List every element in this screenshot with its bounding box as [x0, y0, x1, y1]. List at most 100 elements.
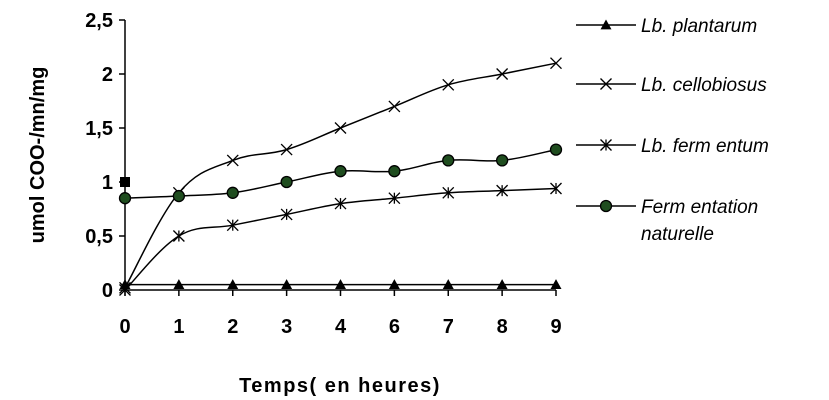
data-point-triangle	[442, 279, 454, 289]
data-point-asterisk	[119, 284, 131, 296]
series-triangle	[119, 279, 562, 289]
data-point-circle	[280, 175, 293, 189]
data-point-triangle	[550, 279, 562, 289]
data-point-triangle-shape	[335, 279, 346, 289]
data-point-x-stroke	[388, 100, 401, 113]
y-tick-label: 0	[102, 280, 113, 302]
legend-circle-marker-shape	[599, 199, 613, 213]
legend: Lb. plantarum Lb. cellobiosus Lb. ferm ent…	[576, 16, 769, 245]
annotation-square-marker	[120, 177, 130, 187]
data-point-circle-shape	[280, 175, 293, 189]
x-tick-label: 2	[227, 316, 238, 338]
data-point-x-stroke	[280, 143, 293, 156]
data-point-circle	[442, 154, 455, 167]
data-point-triangle-shape	[388, 279, 400, 289]
data-point-circle	[226, 186, 239, 199]
data-point-x-stroke	[496, 68, 509, 80]
legend-item-circle: Ferm entation naturelle	[576, 197, 758, 245]
data-point-circle-shape	[549, 143, 563, 156]
data-point-triangle	[335, 279, 346, 289]
data-point-x	[334, 122, 347, 134]
data-point-triangle-shape	[496, 279, 508, 289]
y-tick-label: 2	[102, 64, 113, 86]
data-point-circle	[549, 143, 563, 156]
series-asterisk	[119, 182, 562, 296]
y-tick-label: 1,5	[85, 118, 113, 140]
legend-label: Lb. ferm entum	[641, 136, 769, 157]
data-point-asterisk	[334, 197, 347, 210]
data-point-x	[442, 78, 455, 91]
y-tick-label: 1	[102, 172, 113, 194]
data-point-asterisk	[226, 219, 239, 232]
series-layer	[118, 57, 563, 296]
legend-label: Ferm entation	[641, 197, 758, 218]
data-point-circle-shape	[334, 165, 347, 178]
data-point-circle	[172, 189, 186, 203]
legend-x-marker	[600, 78, 612, 90]
y-axis-title: umol COO-/mn/mg	[27, 67, 49, 244]
legend-label: Lb. plantarum	[641, 16, 757, 37]
data-point-x	[550, 57, 562, 70]
data-point-circle	[334, 165, 347, 178]
data-point-x-stroke	[550, 57, 562, 70]
data-point-asterisk	[496, 184, 509, 197]
x-tick-label: 6	[389, 316, 400, 338]
data-point-triangle-shape	[281, 279, 293, 289]
annotation-square-marker-shape	[120, 177, 130, 187]
x-tick-label: 1	[173, 316, 184, 338]
data-point-x-stroke	[334, 122, 347, 134]
data-point-circle-shape	[172, 189, 186, 203]
legend-item-triangle: Lb. plantarum	[576, 16, 757, 37]
data-point-x-stroke	[226, 154, 239, 167]
data-point-x	[226, 154, 239, 167]
data-point-triangle	[388, 279, 400, 289]
x-tick-label: 8	[497, 316, 508, 338]
data-point-triangle	[227, 279, 239, 289]
data-point-circle-shape	[226, 186, 239, 199]
data-point-circle	[118, 192, 132, 205]
y-tick-label: 2,5	[85, 10, 113, 32]
data-point-asterisk	[442, 186, 455, 199]
data-point-x	[280, 143, 293, 156]
data-point-triangle-shape	[550, 279, 562, 289]
x-tick-label: 0	[119, 316, 130, 338]
data-point-x	[496, 68, 509, 80]
series-circle	[118, 143, 563, 205]
data-point-asterisk	[280, 208, 293, 221]
x-tick-label: 4	[335, 316, 347, 338]
x-axis-title: Temps( en heures)	[239, 375, 441, 397]
data-point-triangle	[496, 279, 508, 289]
data-point-triangle-shape	[442, 279, 454, 289]
annotation-layer	[120, 177, 130, 187]
y-ticks: 0 0,5 1 1,5 2 2,5	[85, 10, 125, 302]
data-point-asterisk	[550, 182, 562, 195]
legend-label: Lb. cellobiosus	[641, 75, 767, 96]
data-point-circle-shape	[442, 154, 455, 167]
data-point-triangle-shape	[227, 279, 239, 289]
data-point-triangle	[173, 279, 185, 289]
data-point-circle	[495, 154, 509, 167]
data-point-circle-shape	[495, 154, 509, 167]
legend-label-line2: naturelle	[641, 224, 714, 245]
legend-asterisk-marker	[600, 139, 612, 151]
x-tick-label: 3	[281, 316, 292, 338]
legend-triangle-marker-shape	[600, 19, 612, 30]
data-point-circle	[388, 165, 401, 178]
data-point-asterisk	[388, 192, 401, 205]
data-point-circle-shape	[388, 165, 401, 178]
x-ticks: 0 1 2 3 4 6 7 8 9	[119, 290, 562, 338]
data-point-triangle-shape	[173, 279, 185, 289]
legend-item-asterisk: Lb. ferm entum	[576, 136, 769, 157]
data-point-x-stroke	[442, 78, 455, 91]
data-point-x	[388, 100, 401, 113]
legend-triangle-marker	[600, 19, 612, 30]
x-tick-label: 9	[550, 316, 561, 338]
plot-area: 0 0,5 1 1,5 2 2,5 0 1 2 3 4 6 7 8 9	[85, 10, 563, 338]
legend-x-marker-stroke	[600, 78, 612, 90]
data-point-circle-shape	[118, 192, 132, 205]
data-point-asterisk	[172, 230, 185, 242]
legend-item-x: Lb. cellobiosus	[576, 75, 767, 96]
y-tick-label: 0,5	[85, 226, 113, 248]
legend-circle-marker	[599, 199, 613, 213]
